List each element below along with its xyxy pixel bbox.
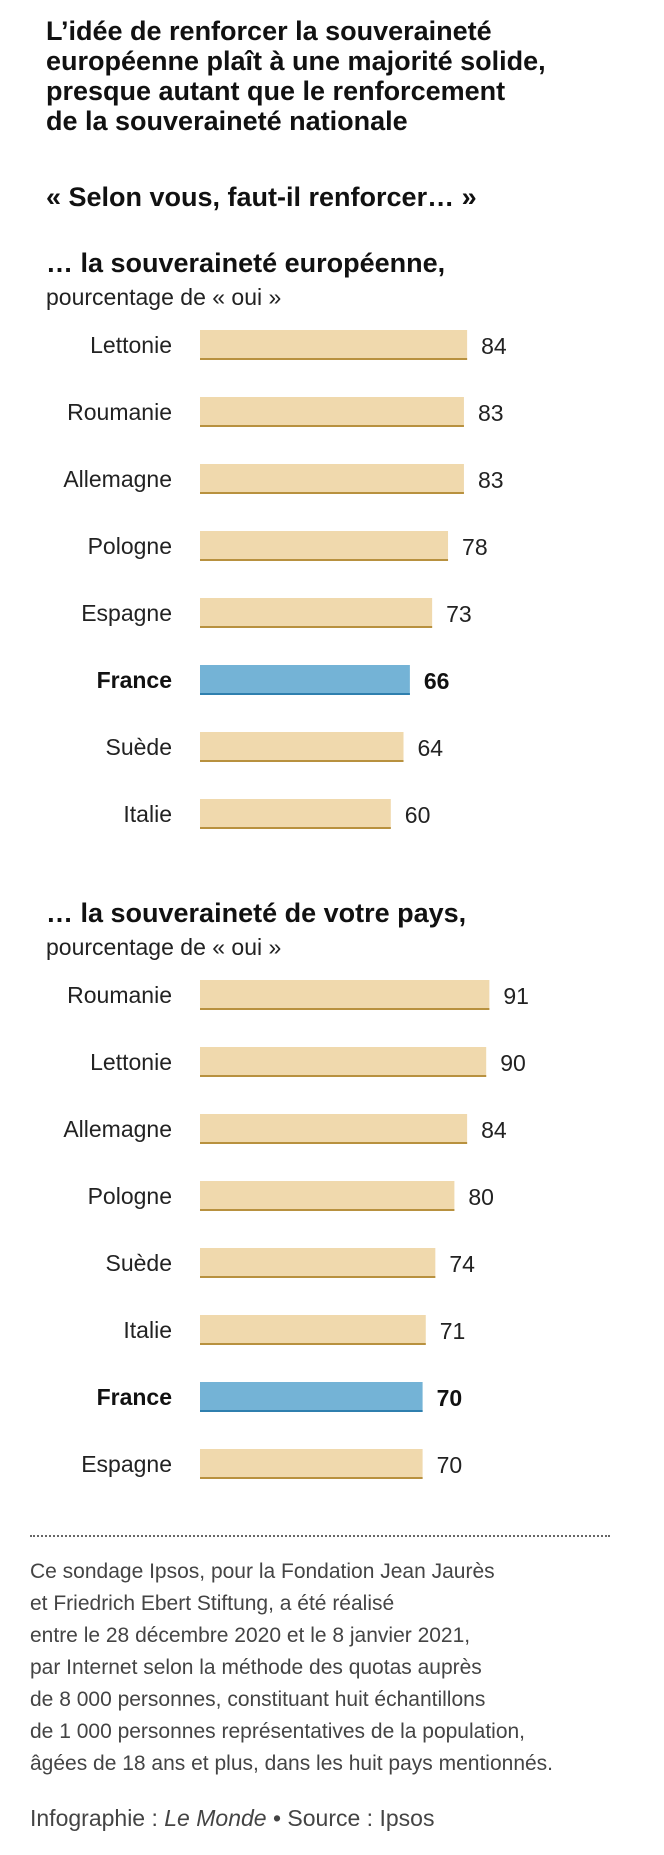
bar-baseline: [200, 492, 464, 494]
bar: [200, 1248, 436, 1278]
bar-baseline: [200, 626, 433, 628]
bar: [200, 799, 391, 829]
section-subtitle-europe: pourcentage de « oui »: [46, 284, 282, 310]
bar-chart-european-sovereignty: Lettonie 84 Roumanie 83 Allemagne 83 Pologne 78…: [63, 330, 507, 829]
bar-baseline: [200, 1008, 490, 1010]
section-title-europe: … la souveraineté européenne,: [46, 248, 446, 278]
credit-source: Source : Ipsos: [287, 1805, 435, 1831]
title-line: de la souveraineté nationale: [46, 106, 408, 136]
bar-baseline: [200, 1276, 436, 1278]
value-label: 83: [478, 467, 504, 493]
title-line: L’idée de renforcer la souveraineté: [46, 16, 492, 46]
value-label: 83: [478, 400, 504, 426]
bar-baseline: [200, 760, 404, 762]
bar: [200, 598, 433, 628]
country-label: Allemagne: [63, 1116, 172, 1142]
value-label: 84: [481, 1117, 507, 1143]
note-line: Ce sondage Ipsos, pour la Fondation Jean…: [30, 1560, 495, 1583]
bar-baseline: [200, 1410, 423, 1412]
value-label: 78: [462, 534, 488, 560]
credit-separator: •: [266, 1805, 288, 1831]
value-label: 64: [418, 735, 444, 761]
footnote-divider: [30, 1535, 610, 1537]
title-line: presque autant que le renforcement: [46, 76, 506, 106]
bar-chart-national-sovereignty: Roumanie 91 Lettonie 90 Allemagne 84 Pologne 80…: [63, 980, 529, 1479]
value-label: 80: [468, 1184, 494, 1210]
country-label: Pologne: [88, 1183, 172, 1209]
country-label: France: [97, 1384, 172, 1410]
chart-title: L’idée de renforcer la souveraineté euro…: [46, 16, 646, 136]
bar-baseline: [200, 1343, 426, 1345]
value-label: 70: [437, 1385, 463, 1411]
bar-baseline: [200, 425, 464, 427]
bar-baseline: [200, 358, 468, 360]
bar: [200, 1114, 468, 1144]
country-label: Espagne: [81, 1451, 172, 1477]
note-line: entre le 28 décembre 2020 et le 8 janvie…: [30, 1624, 471, 1647]
survey-question: « Selon vous, faut-il renforcer… »: [46, 182, 477, 212]
country-label: Espagne: [81, 600, 172, 626]
methodology-note: Ce sondage Ipsos, pour la Fondation Jean…: [30, 1556, 650, 1780]
credit-publication: Le Monde: [164, 1805, 267, 1831]
bar: [200, 980, 490, 1010]
country-label: Suède: [105, 734, 172, 760]
bar-baseline: [200, 827, 391, 829]
value-label: 70: [437, 1452, 463, 1478]
value-label: 84: [481, 333, 507, 359]
bar-baseline: [200, 1142, 468, 1144]
country-label: Suède: [105, 1250, 172, 1276]
bar-baseline: [200, 693, 410, 695]
bar-baseline: [200, 1477, 423, 1479]
country-label: Allemagne: [63, 466, 172, 492]
country-label: Roumanie: [67, 982, 172, 1008]
value-label: 90: [500, 1050, 526, 1076]
bar-baseline: [200, 1075, 487, 1077]
bar: [200, 665, 410, 695]
bar: [200, 1047, 487, 1077]
note-line: de 1 000 personnes représentatives de la…: [30, 1720, 526, 1743]
value-label: 74: [449, 1251, 475, 1277]
country-label: Italie: [123, 801, 172, 827]
note-line: par Internet selon la méthode des quotas…: [30, 1656, 482, 1679]
value-label: 71: [440, 1318, 466, 1344]
bar: [200, 464, 464, 494]
country-label: France: [97, 667, 172, 693]
section-title-national: … la souveraineté de votre pays,: [46, 898, 467, 928]
bar: [200, 1181, 455, 1211]
bar: [200, 1449, 423, 1479]
note-line: et Friedrich Ebert Stiftung, a été réali…: [30, 1592, 395, 1615]
value-label: 91: [503, 983, 529, 1009]
title-line: européenne plaît à une majorité solide,: [46, 46, 546, 76]
country-label: Italie: [123, 1317, 172, 1343]
bar: [200, 531, 449, 561]
value-label: 60: [405, 802, 431, 828]
credit-line: Infographie : Le Monde • Source : Ipsos: [30, 1804, 650, 1832]
country-label: Lettonie: [90, 1049, 172, 1075]
note-line: âgées de 18 ans et plus, dans les huit p…: [30, 1752, 554, 1775]
value-label: 73: [446, 601, 472, 627]
section-subtitle-national: pourcentage de « oui »: [46, 934, 282, 960]
bar: [200, 732, 404, 762]
bar: [200, 1315, 426, 1345]
bar-baseline: [200, 1209, 455, 1211]
bar: [200, 397, 464, 427]
country-label: Pologne: [88, 533, 172, 559]
credit-prefix: Infographie :: [30, 1805, 165, 1831]
value-label: 66: [424, 668, 450, 694]
country-label: Roumanie: [67, 399, 172, 425]
note-line: de 8 000 personnes, constituant huit éch…: [30, 1688, 486, 1711]
bar: [200, 330, 468, 360]
country-label: Lettonie: [90, 332, 172, 358]
bar: [200, 1382, 423, 1412]
bar-baseline: [200, 559, 449, 561]
